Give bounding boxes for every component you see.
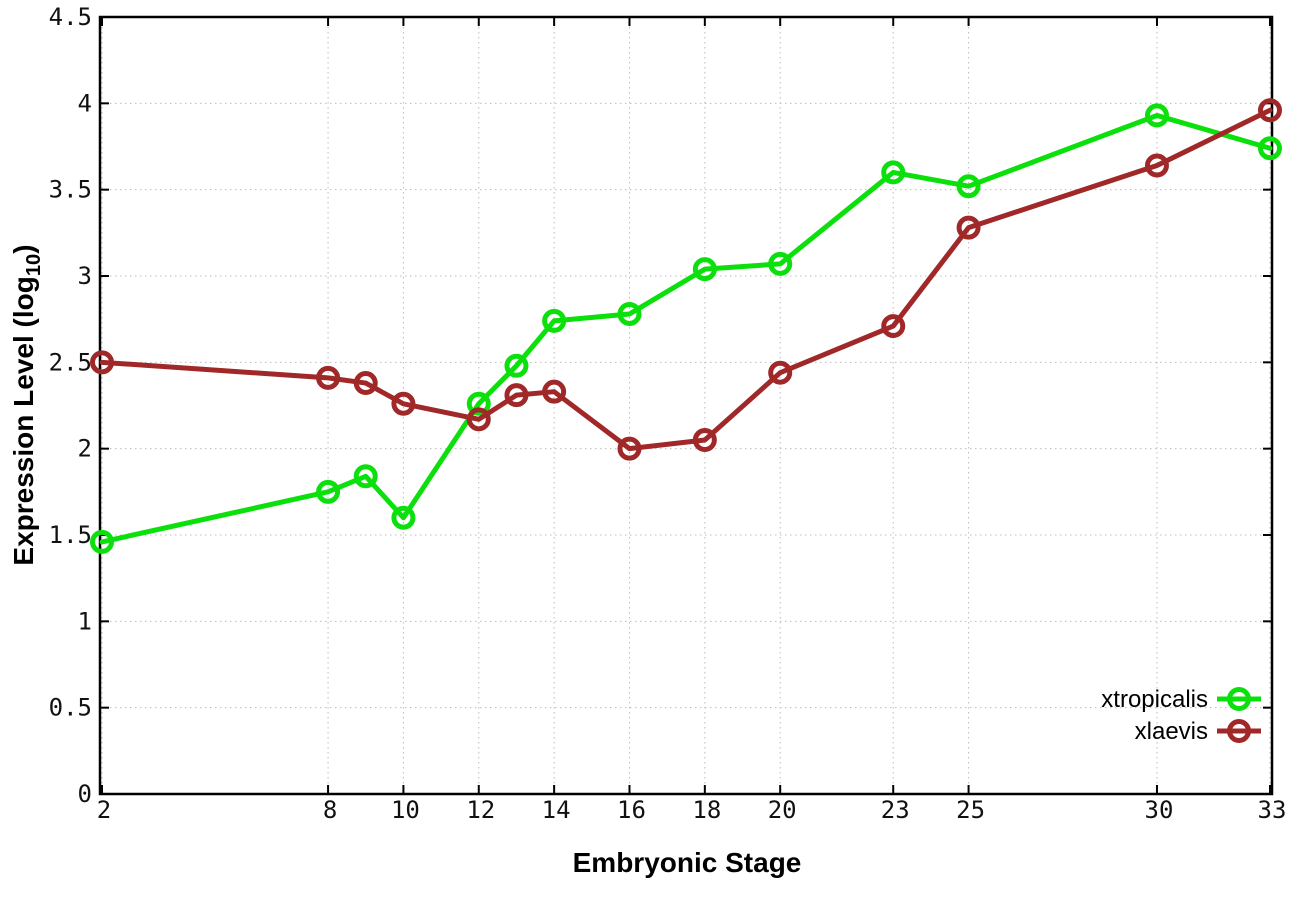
x-axis-title: Embryonic Stage [572,847,802,878]
legend-label-xtropicalis: xtropicalis [1101,686,1208,713]
data-point-xlaevis [768,360,793,385]
y-tick-label: 1 [78,607,92,635]
x-tick-label: 8 [323,796,337,824]
data-point-xtropicalis [466,391,491,416]
data-point-xlaevis [90,350,114,375]
y-axis-title-suffix: ) [7,244,39,254]
y-axis-title-subscript: 10 [23,253,46,277]
data-point-xtropicalis [90,529,114,554]
x-tick-label: 2 [97,796,111,824]
data-point-xtropicalis [956,174,981,199]
y-tick-label: 0 [78,780,92,808]
data-point-xlaevis [617,436,642,461]
y-axis-title-text: Expression Level (log [7,276,39,566]
x-tick-label: 23 [881,796,910,824]
legend-sample-marker-xlaevis [1227,719,1251,743]
data-point-xtropicalis [391,505,416,530]
y-tick-label: 3 [78,262,92,290]
data-point-xtropicalis [768,251,793,276]
data-point-xlaevis [956,215,981,240]
y-axis-title: Expression Level (log10) [8,244,46,565]
data-point-xtropicalis [692,257,717,282]
data-point-xlaevis [542,379,567,404]
x-tick-label: 33 [1258,796,1287,824]
x-tick-label: 18 [692,796,721,824]
y-tick-label: 0.5 [49,694,92,722]
x-tick-label: 14 [542,796,571,824]
y-tick-label: 2 [78,435,92,463]
data-point-xlaevis [1258,98,1282,123]
x-tick-label: 10 [391,796,420,824]
data-point-xlaevis [466,407,491,432]
y-tick-label: 3.5 [49,176,92,204]
y-tick-label: 4 [78,89,92,117]
data-point-xlaevis [391,391,416,416]
y-tick-label: 2.5 [49,348,92,376]
data-point-xtropicalis [1144,103,1169,128]
x-tick-label: 20 [768,796,797,824]
data-point-xlaevis [692,428,717,453]
y-tick-label: 4.5 [49,3,92,31]
y-tick-label: 1.5 [49,521,92,549]
legend-sample-marker-xtropicalis [1227,687,1251,711]
data-point-xlaevis [1144,153,1169,178]
x-tick-label: 25 [956,796,985,824]
data-point-xtropicalis [881,160,906,185]
legend-label-xlaevis: xlaevis [1135,718,1208,745]
data-point-xtropicalis [353,464,378,489]
data-point-xtropicalis [617,301,642,326]
data-point-xtropicalis [316,479,341,504]
data-point-xtropicalis [542,308,567,333]
series-line-xtropicalis [99,112,1273,545]
data-point-xlaevis [316,365,341,390]
data-point-xtropicalis [504,353,529,378]
x-tick-label: 30 [1145,796,1174,824]
x-tick-label: 12 [466,796,495,824]
data-point-xlaevis [881,314,906,339]
data-point-xtropicalis [1258,136,1282,161]
data-point-xlaevis [504,383,529,408]
x-tick-label: 16 [617,796,646,824]
plot-border [98,15,1274,796]
data-point-xlaevis [353,371,378,396]
